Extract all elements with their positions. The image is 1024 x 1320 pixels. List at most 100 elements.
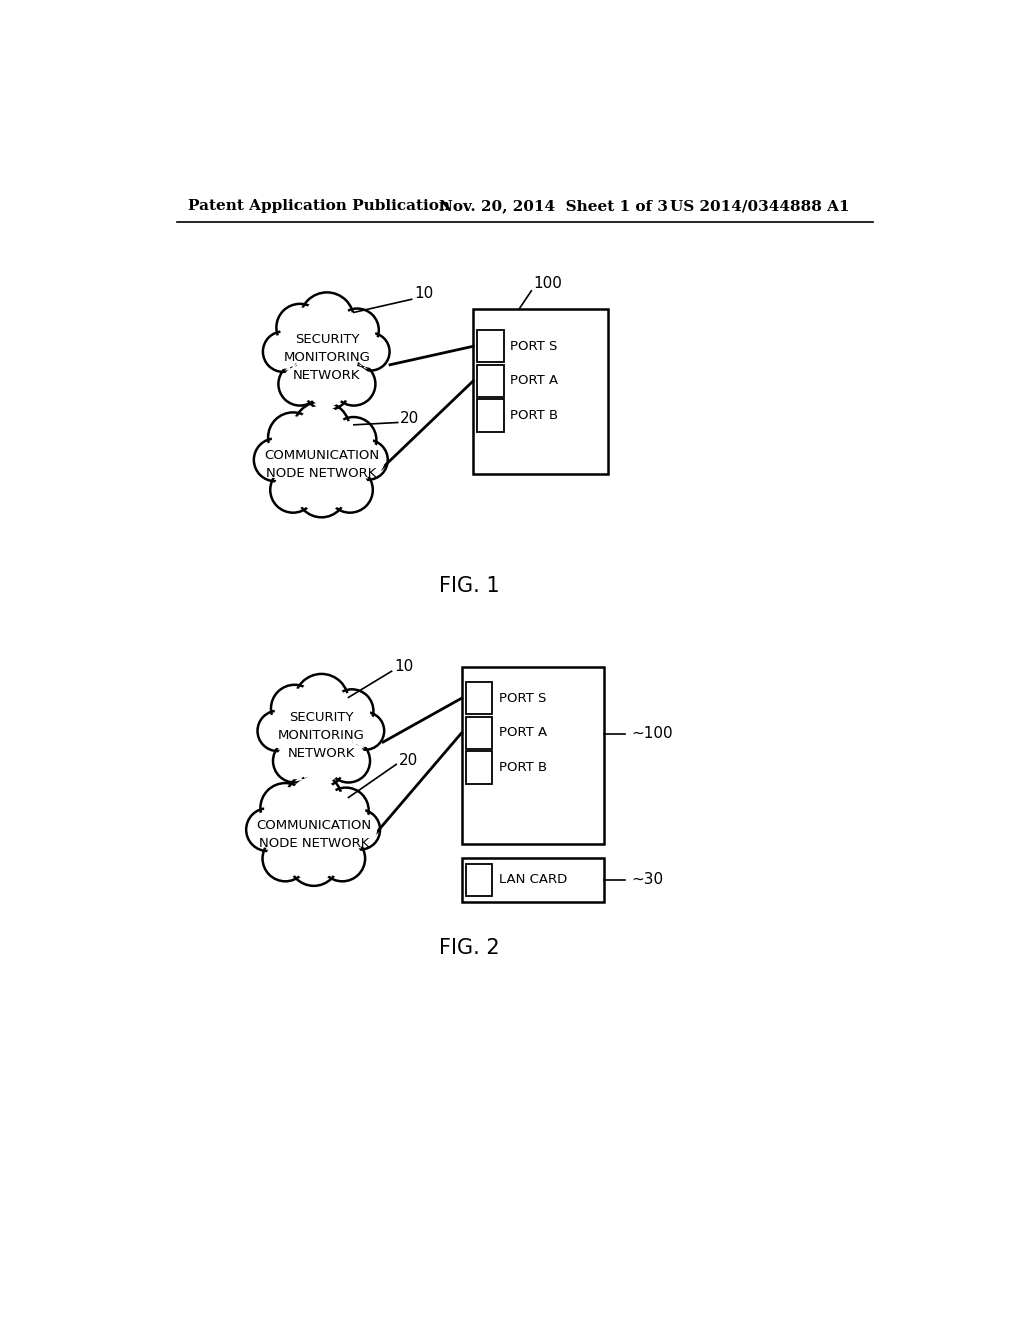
Bar xyxy=(477,364,504,397)
Circle shape xyxy=(260,714,295,748)
Circle shape xyxy=(281,801,347,867)
Circle shape xyxy=(303,363,350,411)
Circle shape xyxy=(299,678,344,723)
Text: PORT A: PORT A xyxy=(510,375,558,388)
Circle shape xyxy=(300,293,354,346)
Circle shape xyxy=(346,711,384,750)
Text: 20: 20 xyxy=(400,411,419,426)
Circle shape xyxy=(286,772,342,829)
Text: PORT B: PORT B xyxy=(510,409,558,422)
Circle shape xyxy=(343,813,377,846)
Circle shape xyxy=(271,685,318,733)
Text: 100: 100 xyxy=(532,276,562,290)
Circle shape xyxy=(276,743,313,779)
Circle shape xyxy=(331,689,374,733)
Text: SECURITY
MONITORING
NETWORK: SECURITY MONITORING NETWORK xyxy=(279,711,365,760)
Text: FIG. 2: FIG. 2 xyxy=(439,937,500,957)
Circle shape xyxy=(254,438,297,482)
Circle shape xyxy=(327,739,370,783)
Circle shape xyxy=(260,783,310,833)
Text: ~30: ~30 xyxy=(631,873,664,887)
Circle shape xyxy=(264,787,306,829)
Circle shape xyxy=(331,470,370,510)
Circle shape xyxy=(283,425,360,504)
Text: PORT B: PORT B xyxy=(499,760,547,774)
Circle shape xyxy=(274,688,314,729)
Circle shape xyxy=(334,693,370,729)
Circle shape xyxy=(351,444,385,477)
Text: PORT A: PORT A xyxy=(499,726,547,739)
Circle shape xyxy=(297,467,346,517)
Circle shape xyxy=(290,776,338,825)
Text: ~100: ~100 xyxy=(631,726,673,742)
Circle shape xyxy=(348,440,388,479)
Circle shape xyxy=(354,335,387,368)
Circle shape xyxy=(280,308,321,347)
Text: LAN CARD: LAN CARD xyxy=(499,874,567,887)
Circle shape xyxy=(273,470,312,510)
Circle shape xyxy=(328,467,373,512)
Circle shape xyxy=(334,421,373,459)
Circle shape xyxy=(279,363,322,405)
Circle shape xyxy=(266,840,305,878)
Circle shape xyxy=(282,366,318,403)
Circle shape xyxy=(288,432,355,498)
Circle shape xyxy=(250,812,286,847)
Circle shape xyxy=(333,363,376,405)
Circle shape xyxy=(289,836,339,886)
Circle shape xyxy=(271,416,314,458)
Circle shape xyxy=(290,705,353,767)
Bar xyxy=(462,858,604,903)
Bar xyxy=(466,751,493,784)
Circle shape xyxy=(290,319,364,395)
Circle shape xyxy=(352,333,389,371)
Circle shape xyxy=(270,467,315,512)
Circle shape xyxy=(339,312,376,348)
Bar xyxy=(473,309,608,474)
Circle shape xyxy=(276,304,324,351)
Bar xyxy=(477,330,504,363)
Circle shape xyxy=(336,366,372,403)
Circle shape xyxy=(262,836,308,882)
Circle shape xyxy=(340,809,380,850)
Text: 20: 20 xyxy=(398,752,418,768)
Text: 10: 10 xyxy=(394,659,413,675)
Circle shape xyxy=(295,675,348,727)
Text: Patent Application Publication: Patent Application Publication xyxy=(188,199,451,213)
Circle shape xyxy=(246,808,289,851)
Text: 10: 10 xyxy=(414,285,433,301)
Circle shape xyxy=(323,840,361,878)
Circle shape xyxy=(330,743,367,779)
Circle shape xyxy=(307,367,347,407)
Circle shape xyxy=(301,743,342,784)
Circle shape xyxy=(297,405,346,454)
Circle shape xyxy=(293,840,335,882)
Text: Nov. 20, 2014  Sheet 1 of 3: Nov. 20, 2014 Sheet 1 of 3 xyxy=(438,199,668,213)
Circle shape xyxy=(257,442,294,478)
Bar xyxy=(466,717,493,748)
Circle shape xyxy=(304,297,350,342)
Circle shape xyxy=(331,417,377,462)
Text: US 2014/0344888 A1: US 2014/0344888 A1 xyxy=(670,199,849,213)
Circle shape xyxy=(327,791,366,830)
Circle shape xyxy=(319,836,366,882)
Bar xyxy=(466,863,493,896)
Circle shape xyxy=(293,401,350,458)
Circle shape xyxy=(324,788,369,833)
Text: SECURITY
MONITORING
NETWORK: SECURITY MONITORING NETWORK xyxy=(284,333,371,381)
Circle shape xyxy=(273,739,316,783)
Text: COMMUNICATION
NODE NETWORK: COMMUNICATION NODE NETWORK xyxy=(264,449,379,480)
Circle shape xyxy=(349,715,381,747)
Circle shape xyxy=(274,795,353,874)
Circle shape xyxy=(298,739,345,787)
Circle shape xyxy=(285,698,358,774)
Text: COMMUNICATION
NODE NETWORK: COMMUNICATION NODE NETWORK xyxy=(256,818,372,850)
Circle shape xyxy=(268,412,318,462)
Circle shape xyxy=(300,471,343,513)
Text: FIG. 1: FIG. 1 xyxy=(439,576,500,595)
Circle shape xyxy=(266,334,300,368)
Bar xyxy=(466,682,493,714)
Circle shape xyxy=(295,326,358,388)
Circle shape xyxy=(257,710,298,751)
Text: PORT S: PORT S xyxy=(510,339,557,352)
